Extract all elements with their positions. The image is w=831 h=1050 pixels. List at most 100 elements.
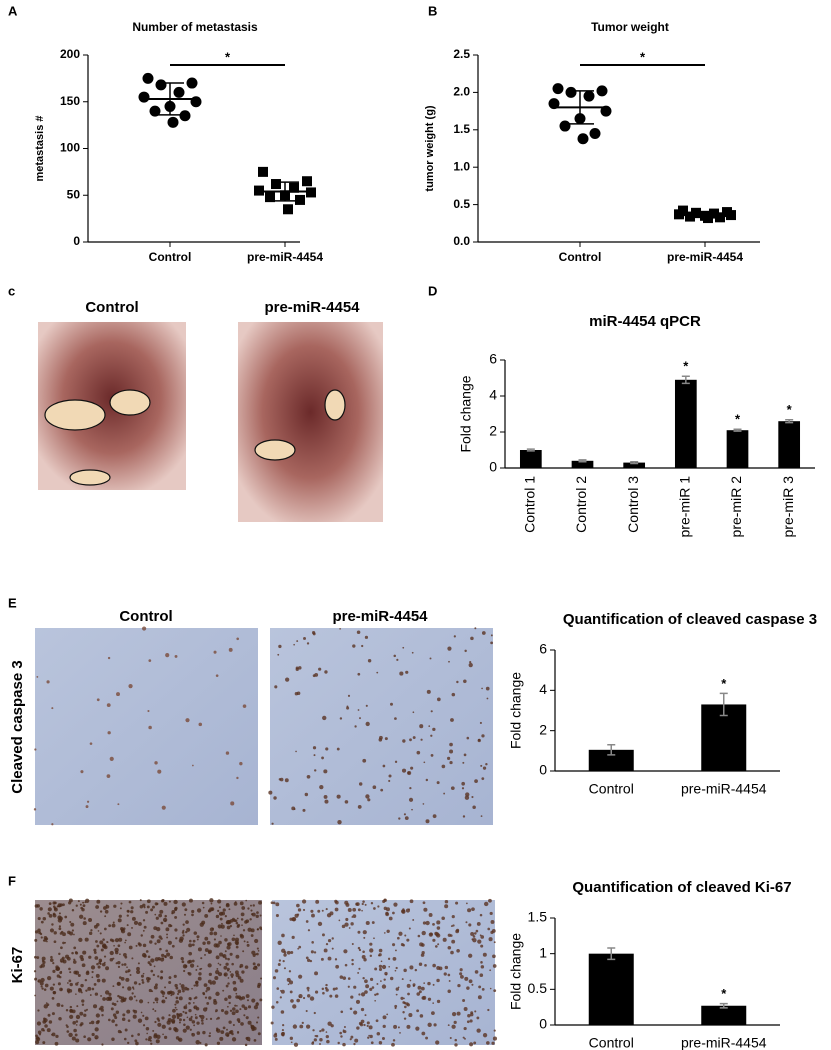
stain-dot bbox=[351, 962, 354, 966]
stain-dot bbox=[181, 902, 186, 907]
stain-dot bbox=[51, 823, 54, 826]
stain-dot bbox=[468, 662, 473, 668]
stain-dot bbox=[47, 975, 52, 981]
stain-dot bbox=[443, 792, 446, 795]
stain-dot bbox=[436, 978, 440, 983]
stain-dot bbox=[98, 961, 102, 965]
stain-dot bbox=[465, 921, 468, 924]
stain-dot bbox=[370, 902, 374, 905]
stain-dot bbox=[83, 917, 86, 920]
stain-dot bbox=[77, 974, 81, 977]
stain-dot bbox=[223, 973, 226, 976]
stain-dot bbox=[145, 1027, 150, 1031]
point bbox=[138, 91, 150, 103]
stain-dot bbox=[474, 779, 478, 784]
stain-dot bbox=[382, 1024, 386, 1028]
stain-dot bbox=[191, 913, 194, 917]
stain-dot bbox=[194, 1016, 198, 1020]
stain-dot bbox=[255, 914, 259, 918]
y-axis-label: Fold change bbox=[508, 933, 524, 1010]
stain-dot bbox=[51, 1033, 53, 1036]
stain-dot bbox=[204, 913, 209, 918]
stain-dot bbox=[301, 899, 307, 904]
stain-dot bbox=[358, 967, 361, 970]
stain-dot bbox=[271, 822, 274, 825]
stain-dot bbox=[188, 972, 192, 976]
stain-dot bbox=[75, 993, 77, 995]
stain-dot bbox=[357, 930, 361, 934]
stain-dot bbox=[397, 1026, 400, 1029]
stain-dot bbox=[156, 1034, 161, 1039]
stain-dot bbox=[312, 1029, 315, 1032]
stain-dot bbox=[366, 1024, 369, 1027]
stain-dot bbox=[383, 978, 386, 981]
stain-dot bbox=[51, 923, 54, 926]
stain-dot bbox=[91, 970, 94, 974]
stain-dot bbox=[451, 692, 456, 697]
stain-dot bbox=[342, 976, 347, 980]
stain-dot bbox=[124, 955, 128, 959]
stain-dot bbox=[65, 1024, 68, 1027]
stain-dot bbox=[242, 929, 246, 932]
stain-dot bbox=[193, 984, 196, 987]
stain-dot bbox=[247, 1005, 252, 1009]
stain-dot bbox=[204, 948, 209, 952]
stain-dot bbox=[351, 943, 354, 946]
stain-dot bbox=[453, 635, 456, 638]
stain-dot bbox=[421, 951, 425, 955]
stain-dot bbox=[419, 1014, 424, 1018]
stain-dot bbox=[188, 959, 193, 964]
stain-dot bbox=[97, 965, 101, 969]
error-bar bbox=[526, 448, 535, 452]
stain-dot bbox=[235, 992, 238, 995]
stain-dot bbox=[204, 936, 209, 941]
stain-dot bbox=[388, 965, 391, 968]
stain-dot bbox=[313, 1038, 317, 1042]
stain-dot bbox=[174, 1003, 177, 1006]
stain-dot bbox=[489, 911, 493, 916]
stain-dot bbox=[272, 901, 276, 905]
stain-dot bbox=[404, 1005, 407, 1009]
stain-dot bbox=[481, 631, 486, 635]
stain-dot bbox=[305, 956, 309, 960]
stain-dot bbox=[239, 978, 244, 983]
stain-dot bbox=[168, 1014, 171, 1017]
stain-dot bbox=[109, 957, 114, 962]
stain-dot bbox=[205, 1018, 208, 1020]
point bbox=[155, 79, 167, 91]
stain-dot bbox=[358, 993, 361, 996]
stain-dot bbox=[311, 1041, 315, 1045]
stain-dot bbox=[292, 1004, 297, 1009]
stain-dot bbox=[396, 658, 399, 661]
stain-dot bbox=[306, 958, 311, 963]
stain-dot bbox=[85, 805, 89, 809]
stain-dot bbox=[376, 992, 379, 996]
stain-dot bbox=[437, 943, 440, 946]
stain-dot bbox=[143, 954, 147, 958]
stain-dot bbox=[215, 1010, 217, 1013]
stain-dot bbox=[360, 1019, 365, 1024]
stain-dot bbox=[71, 929, 74, 932]
y-axis-label: Fold change bbox=[458, 375, 474, 452]
bar bbox=[623, 462, 646, 468]
stain-dot bbox=[321, 909, 324, 912]
stain-dot bbox=[365, 794, 370, 799]
stain-dot bbox=[425, 819, 430, 824]
stain-dot bbox=[48, 913, 53, 918]
stain-dot bbox=[489, 969, 492, 972]
stain-dot bbox=[325, 983, 328, 987]
stain-dot bbox=[474, 1010, 477, 1013]
stain-dot bbox=[303, 636, 306, 640]
stain-dot bbox=[122, 998, 127, 1002]
stain-dot bbox=[118, 937, 123, 942]
stain-dot bbox=[334, 958, 338, 961]
stain-dot bbox=[223, 965, 228, 970]
stain-dot bbox=[77, 900, 80, 903]
bar bbox=[674, 379, 697, 468]
stain-dot bbox=[436, 697, 441, 702]
stain-dot bbox=[423, 982, 426, 984]
y-tick-label: 0 bbox=[489, 459, 497, 475]
stain-dot bbox=[273, 796, 277, 800]
stain-dot bbox=[376, 1032, 381, 1036]
stain-dot bbox=[334, 994, 339, 998]
